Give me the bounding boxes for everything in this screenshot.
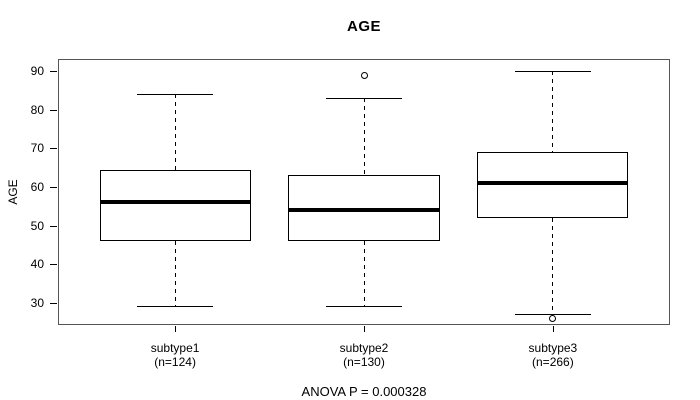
anova-annotation: ANOVA P = 0.000328 [301, 384, 427, 399]
y-tick-label: 40 [30, 257, 44, 272]
upper-whisker-line [363, 98, 365, 176]
lower-whisker-cap [326, 306, 402, 308]
lower-whisker-line [174, 240, 176, 307]
y-tick [50, 264, 57, 266]
x-category-count: (n=130) [343, 355, 385, 369]
y-tick [50, 109, 57, 111]
upper-whisker-cap [137, 94, 213, 96]
x-category-label: subtype3 (n=266) [478, 341, 628, 369]
y-tick-label: 50 [30, 218, 44, 233]
outlier-point [549, 314, 557, 322]
x-tick [364, 326, 365, 332]
y-tick-label: 80 [30, 102, 44, 117]
upper-whisker-cap [515, 71, 591, 73]
outlier-point [360, 71, 368, 79]
lower-whisker-line [363, 240, 365, 307]
y-tick [50, 186, 57, 188]
y-tick [50, 225, 57, 227]
x-category-label: subtype1 (n=124) [100, 341, 250, 369]
y-tick-label: 30 [30, 295, 44, 310]
y-tick [50, 148, 57, 150]
x-tick [175, 326, 177, 332]
x-category-name: subtype1 [150, 341, 200, 355]
lower-whisker-cap [137, 306, 213, 308]
x-category-name: subtype2 [339, 341, 389, 355]
x-category-count: (n=266) [532, 355, 574, 369]
median-line [288, 208, 440, 213]
y-tick [50, 71, 57, 73]
y-tick-label: 90 [30, 64, 44, 79]
x-tick [552, 326, 554, 332]
upper-whisker-line [174, 94, 176, 170]
x-category-label: subtype2 (n=130) [289, 341, 439, 369]
upper-whisker-line [552, 71, 554, 153]
median-line [99, 200, 251, 205]
chart-title: AGE [346, 18, 381, 35]
y-tick-label: 70 [30, 141, 44, 156]
x-category-count: (n=124) [154, 355, 196, 369]
y-tick [50, 302, 57, 304]
x-category-name: subtype3 [528, 341, 578, 355]
y-tick-label: 60 [30, 179, 44, 194]
upper-whisker-cap [326, 98, 402, 100]
median-line [477, 181, 629, 186]
boxplot-box [99, 169, 251, 241]
lower-whisker-line [552, 217, 554, 315]
